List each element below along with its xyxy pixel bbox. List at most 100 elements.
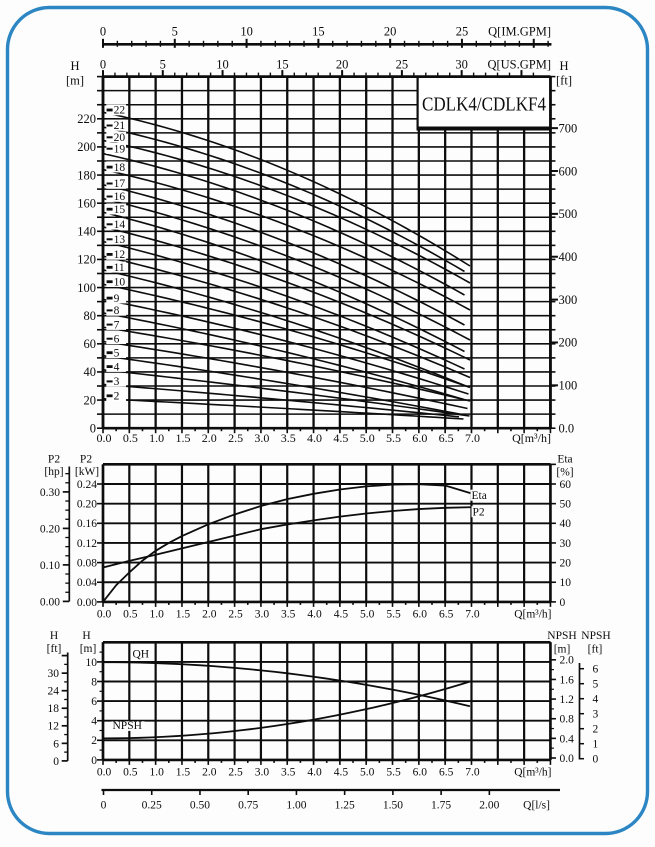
svg-text:7: 7 (114, 319, 120, 331)
svg-text:5.0: 5.0 (360, 431, 375, 445)
svg-text:20: 20 (336, 57, 349, 71)
svg-text:30: 30 (455, 57, 468, 71)
svg-text:19: 19 (114, 143, 126, 155)
svg-text:0.10: 0.10 (40, 560, 60, 572)
svg-text:0.50: 0.50 (190, 799, 210, 811)
svg-text:0.75: 0.75 (238, 799, 258, 811)
svg-text:0.12: 0.12 (77, 538, 97, 550)
svg-text:0.16: 0.16 (77, 518, 97, 530)
svg-text:200: 200 (559, 336, 578, 350)
svg-text:Q[US.GPM]: Q[US.GPM] (487, 57, 551, 71)
svg-text:700: 700 (559, 121, 578, 135)
svg-text:5.5: 5.5 (386, 431, 401, 445)
svg-text:Q[m³/h]: Q[m³/h] (514, 608, 551, 620)
svg-text:0.0: 0.0 (559, 421, 575, 435)
svg-text:0.0: 0.0 (97, 431, 112, 445)
svg-text:[ft]: [ft] (556, 73, 572, 87)
svg-text:6: 6 (91, 696, 97, 708)
svg-text:20: 20 (560, 558, 572, 570)
svg-text:160: 160 (77, 196, 96, 210)
svg-text:0: 0 (560, 597, 566, 609)
svg-text:15: 15 (114, 204, 126, 216)
svg-text:5.5: 5.5 (386, 767, 401, 779)
svg-text:0.8: 0.8 (560, 714, 575, 726)
svg-text:0: 0 (101, 799, 107, 811)
svg-text:120: 120 (77, 253, 96, 267)
svg-text:0.30: 0.30 (40, 487, 60, 499)
svg-text:6.0: 6.0 (413, 767, 428, 779)
svg-text:P2: P2 (473, 507, 485, 519)
svg-text:2.0: 2.0 (202, 608, 217, 620)
svg-text:14: 14 (114, 219, 126, 231)
svg-text:Q[IM.GPM]: Q[IM.GPM] (488, 24, 551, 38)
svg-text:0.24: 0.24 (77, 479, 97, 491)
svg-text:30: 30 (560, 538, 572, 550)
svg-text:2.5: 2.5 (228, 608, 243, 620)
svg-text:3.0: 3.0 (255, 608, 270, 620)
svg-text:6: 6 (593, 664, 599, 676)
svg-text:0.5: 0.5 (123, 431, 138, 445)
svg-text:0.20: 0.20 (77, 499, 97, 511)
svg-text:Q[m³/h]: Q[m³/h] (514, 767, 551, 779)
svg-text:4.0: 4.0 (307, 431, 322, 445)
svg-text:0: 0 (100, 57, 106, 71)
svg-text:20: 20 (84, 393, 97, 407)
svg-text:0: 0 (593, 754, 599, 766)
svg-text:[hp]: [hp] (44, 466, 63, 478)
svg-text:1.0: 1.0 (149, 608, 164, 620)
svg-text:4.5: 4.5 (334, 608, 349, 620)
svg-text:0.5: 0.5 (123, 767, 138, 779)
svg-text:[%]: [%] (556, 466, 573, 478)
svg-text:6.5: 6.5 (439, 608, 454, 620)
svg-text:2.0: 2.0 (202, 767, 217, 779)
svg-text:300: 300 (559, 293, 578, 307)
svg-text:NPSH: NPSH (547, 630, 576, 642)
svg-text:7.0: 7.0 (465, 431, 480, 445)
svg-text:5: 5 (114, 347, 120, 359)
svg-text:QH: QH (133, 648, 150, 660)
svg-text:4: 4 (114, 361, 120, 373)
svg-text:P2: P2 (48, 453, 60, 465)
svg-text:Q[l/s]: Q[l/s] (523, 799, 550, 811)
svg-text:[ft]: [ft] (588, 643, 603, 655)
svg-text:Eta: Eta (557, 453, 572, 465)
svg-text:2.0: 2.0 (202, 431, 217, 445)
svg-text:H: H (70, 59, 79, 73)
svg-text:180: 180 (77, 168, 96, 182)
svg-text:3.5: 3.5 (281, 608, 296, 620)
svg-text:30: 30 (48, 668, 60, 680)
svg-text:4.0: 4.0 (307, 608, 322, 620)
svg-text:6: 6 (114, 333, 120, 345)
svg-text:18: 18 (114, 162, 126, 174)
svg-text:0.25: 0.25 (142, 799, 162, 811)
svg-text:0: 0 (91, 755, 97, 767)
svg-text:13: 13 (114, 234, 126, 246)
svg-text:1.0: 1.0 (149, 767, 164, 779)
svg-text:15: 15 (312, 24, 325, 38)
svg-text:40: 40 (84, 365, 97, 379)
svg-text:0: 0 (100, 24, 106, 38)
svg-text:200: 200 (77, 140, 96, 154)
svg-text:6.5: 6.5 (439, 767, 454, 779)
svg-text:1.5: 1.5 (176, 608, 191, 620)
svg-text:500: 500 (559, 207, 578, 221)
svg-text:7.0: 7.0 (465, 767, 480, 779)
svg-text:1.2: 1.2 (560, 694, 575, 706)
svg-text:5: 5 (172, 24, 178, 38)
svg-text:1.50: 1.50 (383, 799, 403, 811)
svg-text:12: 12 (114, 249, 126, 261)
svg-text:6.5: 6.5 (439, 431, 454, 445)
svg-text:8: 8 (91, 676, 97, 688)
svg-text:4.5: 4.5 (333, 431, 348, 445)
svg-text:0: 0 (53, 756, 59, 768)
svg-text:10: 10 (114, 276, 126, 288)
svg-text:6.0: 6.0 (412, 431, 427, 445)
svg-text:18: 18 (48, 703, 60, 715)
svg-text:1.25: 1.25 (335, 799, 355, 811)
svg-text:22: 22 (114, 105, 126, 117)
svg-text:2: 2 (593, 724, 599, 736)
svg-text:10: 10 (560, 577, 572, 589)
svg-text:P2: P2 (80, 453, 92, 465)
svg-text:NPSH: NPSH (113, 720, 142, 732)
svg-text:2: 2 (91, 735, 97, 747)
